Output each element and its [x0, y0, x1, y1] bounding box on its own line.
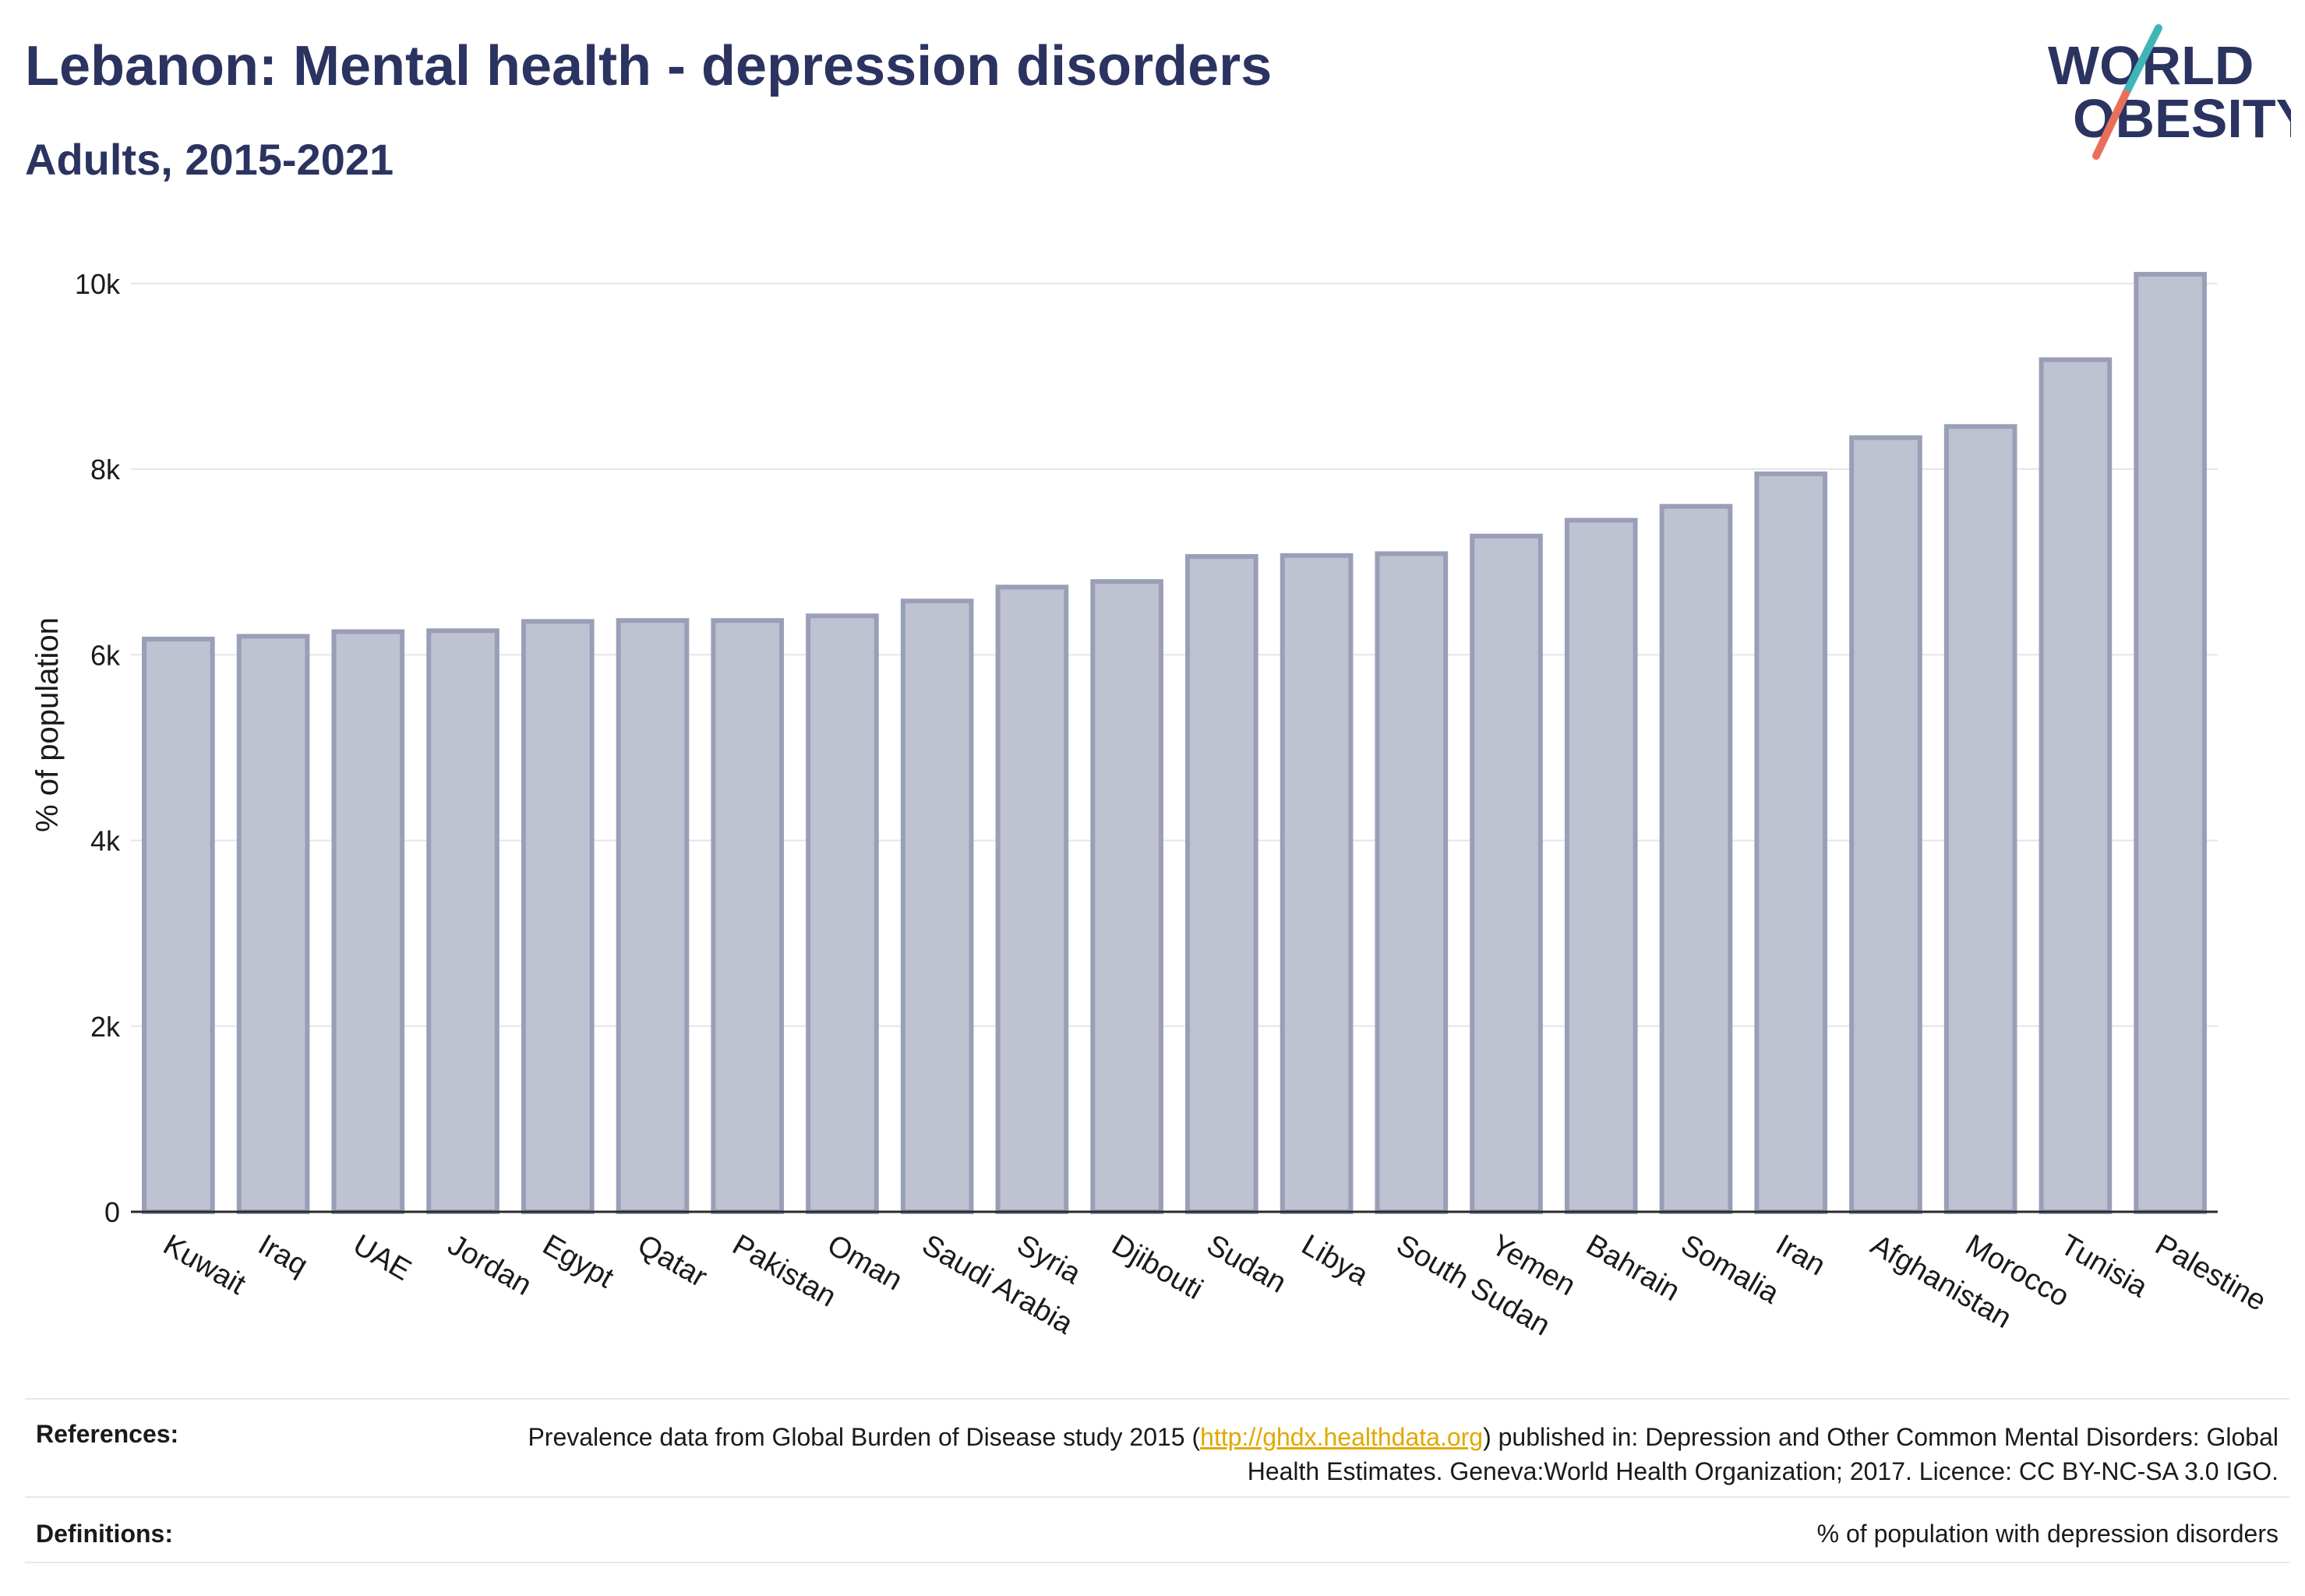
x-tick-labels: Kuwait Iraq UAE Jordan Egypt Qatar PakistanOma… — [157, 1228, 2271, 1342]
references-label: References: — [36, 1420, 179, 1448]
bar-uae[interactable] — [331, 629, 405, 1214]
y-tick-label: 8k — [90, 454, 121, 486]
y-tick-label: 2k — [90, 1011, 121, 1043]
logo-slash-top — [2122, 24, 2162, 97]
bar-morocco[interactable] — [1943, 424, 2017, 1214]
y-tick-labels: 0 2k 4k 6k 8k 10k — [75, 268, 121, 1228]
bar-pakistan[interactable] — [711, 618, 785, 1214]
bar-saudi-arabia[interactable] — [900, 598, 974, 1214]
bar-iraq[interactable] — [236, 634, 310, 1214]
definitions-text: % of population with depression disorder… — [1816, 1520, 2279, 1548]
bar-egypt[interactable] — [521, 619, 595, 1214]
x-tick-label: Iran — [1770, 1228, 1831, 1282]
chart-title: Lebanon: Mental health - depression diso… — [25, 35, 1273, 97]
references-text: Prevalence data from Global Burden of Di… — [486, 1420, 2279, 1488]
footer-divider-top — [25, 1398, 2289, 1400]
bar-iran[interactable] — [1754, 471, 1828, 1214]
footer-divider-bottom — [25, 1562, 2289, 1563]
bar-kuwait[interactable] — [142, 637, 215, 1214]
bar-oman[interactable] — [806, 613, 879, 1214]
logo-line-obesity: OBESITY — [2073, 88, 2291, 149]
world-obesity-logo: WORLD OBESITY — [2048, 24, 2291, 160]
x-tick-label: Pakistan — [727, 1228, 842, 1313]
bar-sudan[interactable] — [1185, 554, 1258, 1214]
footer-divider-middle — [25, 1496, 2289, 1498]
x-tick-label: Kuwait — [157, 1228, 251, 1301]
x-tick-label: UAE — [348, 1228, 417, 1287]
x-tick-label: Djibouti — [1107, 1228, 1209, 1306]
references-prefix: Prevalence data from Global Burden of Di… — [528, 1423, 1201, 1451]
bar-libya[interactable] — [1280, 553, 1354, 1214]
bars — [142, 271, 2207, 1215]
bar-chart: 0 2k 4k 6k 8k 10k Kuwait Iraq UAE Jordan Egypt Qat… — [30, 268, 2271, 1343]
x-tick-label: Palestine — [2150, 1228, 2271, 1318]
x-tick-label: Libya — [1296, 1228, 1374, 1292]
bar-somalia[interactable] — [1659, 503, 1733, 1214]
x-tick-label: Jordan — [443, 1228, 538, 1301]
references-link[interactable]: http://ghdx.healthdata.org — [1200, 1423, 1484, 1451]
bar-bahrain[interactable] — [1564, 517, 1638, 1214]
bar-afghanistan[interactable] — [1849, 435, 1922, 1214]
y-tick-label: 10k — [75, 268, 121, 300]
bar-jordan[interactable] — [426, 628, 499, 1214]
bar-south-sudan[interactable] — [1375, 551, 1449, 1214]
x-tick-label: Egypt — [537, 1228, 619, 1294]
x-tick-label: Somalia — [1675, 1228, 1785, 1310]
bar-qatar[interactable] — [616, 618, 690, 1214]
x-tick-label: Iraq — [252, 1228, 313, 1282]
logo-slash-bottom — [2092, 90, 2130, 160]
x-tick-label: Sudan — [1201, 1228, 1291, 1299]
x-tick-label: Bahrain — [1580, 1228, 1685, 1308]
bar-tunisia[interactable] — [2038, 357, 2113, 1214]
bar-djibouti[interactable] — [1090, 579, 1163, 1214]
y-tick-label: 0 — [104, 1196, 120, 1228]
bar-palestine[interactable] — [2134, 271, 2207, 1215]
chart-subtitle: Adults, 2015-2021 — [25, 135, 394, 184]
bar-syria[interactable] — [995, 584, 1069, 1214]
bar-yemen[interactable] — [1470, 533, 1543, 1214]
y-tick-label: 6k — [90, 639, 121, 671]
y-axis-label: % of population — [30, 617, 65, 832]
y-tick-label: 4k — [90, 825, 121, 857]
references-suffix: ) published in: Depression and Other Com… — [1247, 1423, 2279, 1485]
definitions-label: Definitions: — [36, 1520, 173, 1548]
x-tick-label: Qatar — [632, 1228, 713, 1294]
